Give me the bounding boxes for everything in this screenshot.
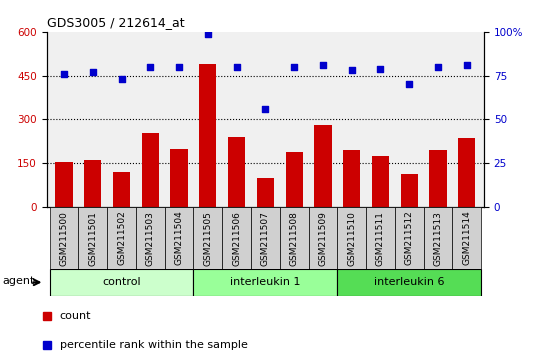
Bar [50, 269, 194, 296]
Point [89, 69, 97, 75]
Bar [142, 133, 159, 207]
Bar [228, 137, 245, 207]
Bar [79, 207, 107, 269]
Text: GSM211505: GSM211505 [204, 211, 212, 266]
Bar [452, 207, 481, 269]
Bar [113, 172, 130, 207]
Point [290, 64, 299, 70]
Text: count: count [60, 311, 91, 321]
Bar [251, 207, 280, 269]
Bar [257, 178, 274, 207]
Text: agent: agent [2, 276, 35, 286]
Point [463, 62, 471, 68]
Point [117, 76, 126, 82]
Bar [458, 138, 475, 207]
Point [204, 31, 212, 36]
Bar [424, 207, 452, 269]
Bar [430, 150, 447, 207]
Text: interleukin 1: interleukin 1 [230, 277, 301, 287]
Bar [194, 207, 222, 269]
Bar [395, 207, 424, 269]
Bar [194, 269, 337, 296]
Bar [337, 207, 366, 269]
Bar [285, 152, 302, 207]
Bar [400, 173, 418, 207]
Text: GSM211509: GSM211509 [318, 211, 327, 266]
Text: GSM211511: GSM211511 [376, 211, 385, 266]
Bar [50, 207, 79, 269]
Bar [164, 207, 194, 269]
Bar [136, 207, 164, 269]
Point [175, 64, 184, 70]
Bar [56, 162, 73, 207]
Bar [280, 207, 309, 269]
Point [433, 64, 442, 70]
Point [318, 62, 327, 68]
Text: GSM211501: GSM211501 [89, 211, 97, 266]
Text: GSM211512: GSM211512 [405, 211, 414, 266]
Bar [199, 64, 217, 207]
Text: GSM211507: GSM211507 [261, 211, 270, 266]
Text: GSM211506: GSM211506 [232, 211, 241, 266]
Bar [366, 207, 395, 269]
Text: GSM211500: GSM211500 [59, 211, 69, 266]
Text: GSM211513: GSM211513 [433, 211, 442, 266]
Text: GSM211510: GSM211510 [347, 211, 356, 266]
Bar [222, 207, 251, 269]
Bar [343, 150, 360, 207]
Text: GSM211503: GSM211503 [146, 211, 155, 266]
Text: GSM211514: GSM211514 [462, 211, 471, 266]
Bar [309, 207, 337, 269]
Bar [314, 125, 332, 207]
Text: percentile rank within the sample: percentile rank within the sample [60, 340, 248, 350]
Bar [170, 149, 188, 207]
Bar [107, 207, 136, 269]
Text: interleukin 6: interleukin 6 [374, 277, 444, 287]
Bar [337, 269, 481, 296]
Point [59, 71, 68, 77]
Bar [84, 160, 101, 207]
Text: control: control [102, 277, 141, 287]
Point [347, 68, 356, 73]
Text: GSM211508: GSM211508 [290, 211, 299, 266]
Text: GDS3005 / 212614_at: GDS3005 / 212614_at [47, 16, 184, 29]
Text: GSM211502: GSM211502 [117, 211, 126, 266]
Text: GSM211504: GSM211504 [174, 211, 184, 266]
Point [261, 106, 270, 112]
Bar [372, 156, 389, 207]
Point [405, 81, 414, 87]
Point [376, 66, 385, 72]
Point [232, 64, 241, 70]
Point [146, 64, 155, 70]
